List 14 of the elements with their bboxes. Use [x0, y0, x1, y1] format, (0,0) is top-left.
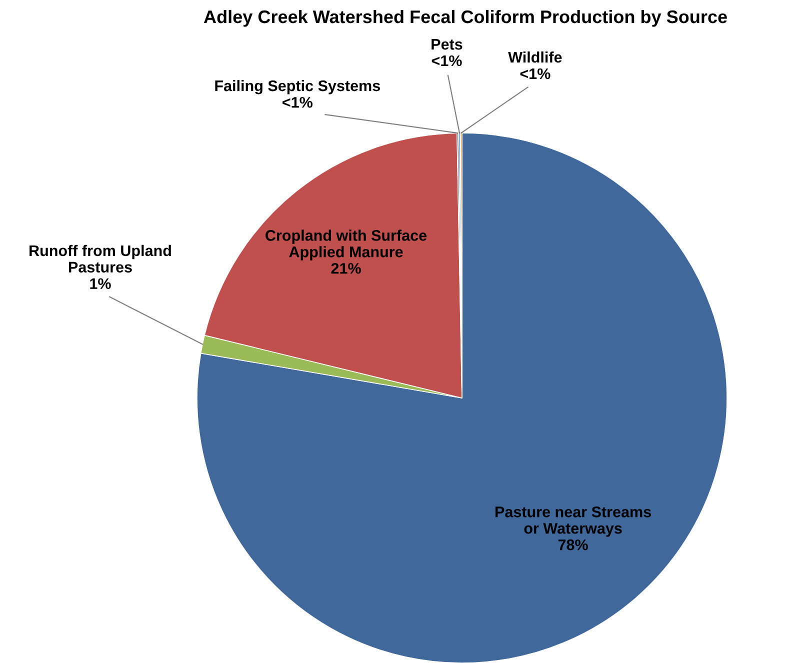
slice-label: Pets	[432, 39, 462, 50]
chart-title: Adley Creek Watershed Fecal Coliform Production by Source	[204, 10, 727, 27]
data-label: 1%	[90, 278, 111, 289]
data-label: <1%	[282, 96, 313, 108]
data-label: 78%	[558, 539, 588, 550]
data-label: <1%	[432, 55, 462, 66]
slice-label: Wildlife	[508, 51, 562, 63]
pie-slice	[196, 132, 728, 663]
slice-label: Runoff from Upland Pastures	[30, 244, 171, 273]
slice-label: Pasture near Streams or Waterways	[496, 506, 651, 537]
slice-label: Cropland with Surface Applied Manure	[266, 230, 427, 260]
slice-label: Failing Septic Systems	[215, 80, 380, 94]
data-label: 21%	[331, 262, 361, 274]
data-label: <1%	[520, 68, 550, 80]
